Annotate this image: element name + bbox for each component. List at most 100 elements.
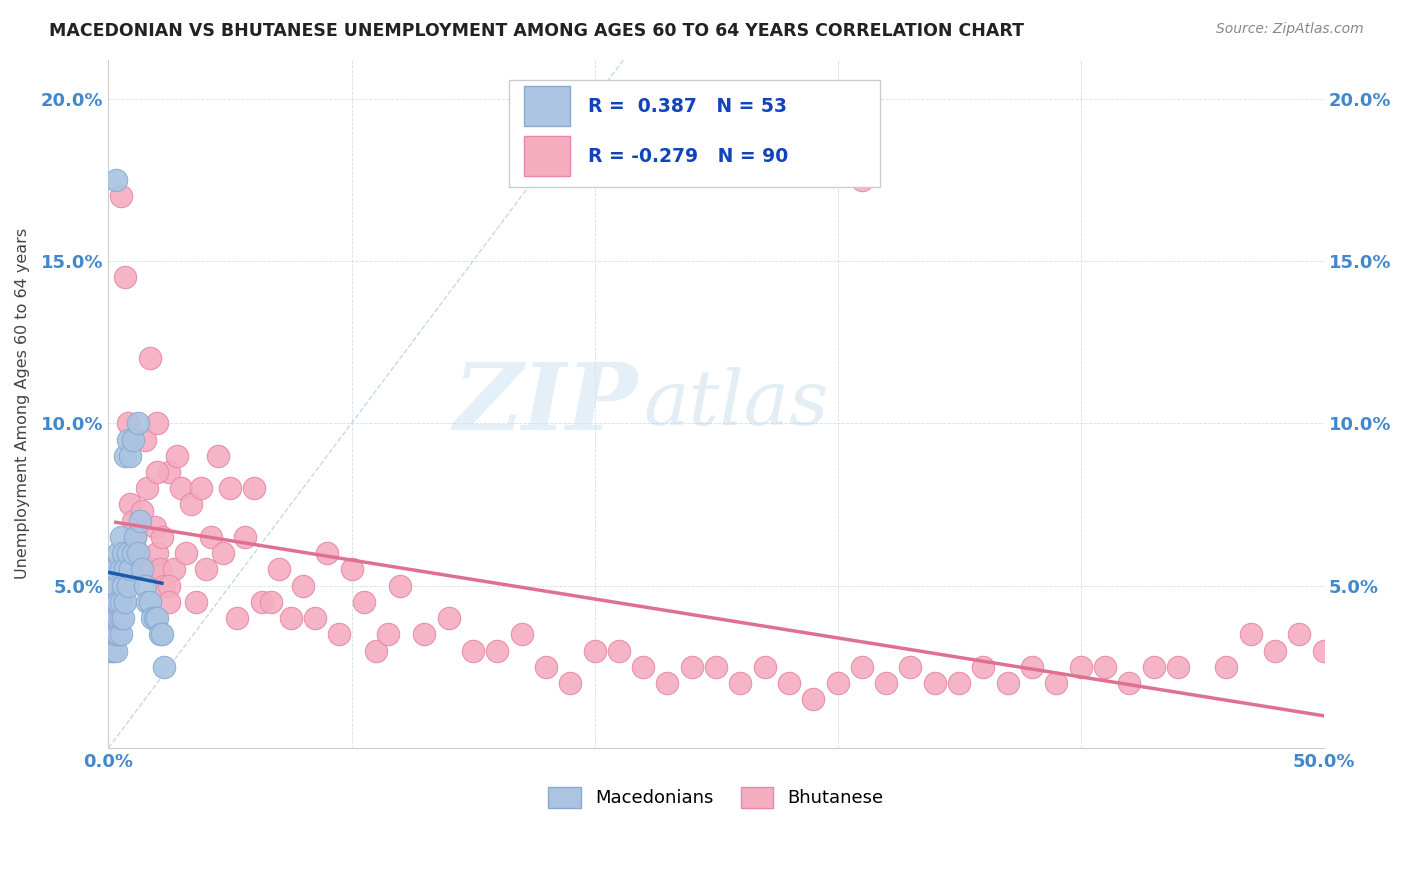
Y-axis label: Unemployment Among Ages 60 to 64 years: Unemployment Among Ages 60 to 64 years xyxy=(15,228,30,580)
Point xyxy=(112,611,135,625)
Point xyxy=(117,546,139,560)
Point xyxy=(104,562,127,576)
Point xyxy=(104,579,127,593)
Point xyxy=(924,676,946,690)
Point xyxy=(110,530,132,544)
Point xyxy=(437,611,460,625)
Point xyxy=(120,498,142,512)
Point xyxy=(100,611,122,625)
Point xyxy=(174,546,197,560)
Point xyxy=(148,562,170,576)
Point xyxy=(104,611,127,625)
Point xyxy=(207,449,229,463)
Point xyxy=(110,189,132,203)
Point xyxy=(107,611,129,625)
Point xyxy=(127,546,149,560)
Point xyxy=(1021,660,1043,674)
Point xyxy=(134,579,156,593)
Point xyxy=(114,270,136,285)
Text: ZIP: ZIP xyxy=(453,359,637,449)
Point xyxy=(120,562,142,576)
Text: R = -0.279   N = 90: R = -0.279 N = 90 xyxy=(589,147,789,166)
Point xyxy=(129,552,152,566)
Text: Source: ZipAtlas.com: Source: ZipAtlas.com xyxy=(1216,22,1364,37)
Point xyxy=(103,595,125,609)
Point xyxy=(851,660,873,674)
Point xyxy=(127,417,149,431)
Point xyxy=(900,660,922,674)
Point xyxy=(112,579,135,593)
Point xyxy=(328,627,350,641)
Point xyxy=(560,676,582,690)
Point xyxy=(353,595,375,609)
Point xyxy=(103,562,125,576)
Point xyxy=(131,562,153,576)
Point xyxy=(112,546,135,560)
Point xyxy=(200,530,222,544)
Point xyxy=(827,676,849,690)
Point xyxy=(233,530,256,544)
Point xyxy=(157,579,180,593)
Point xyxy=(413,627,436,641)
Point xyxy=(997,676,1019,690)
Point xyxy=(141,562,163,576)
Point xyxy=(1070,660,1092,674)
Point xyxy=(103,579,125,593)
Point xyxy=(1264,643,1286,657)
Point xyxy=(153,579,176,593)
Point xyxy=(754,660,776,674)
Point xyxy=(607,643,630,657)
Point xyxy=(184,595,207,609)
Point xyxy=(364,643,387,657)
Point xyxy=(121,433,143,447)
Point xyxy=(124,530,146,544)
Point xyxy=(104,595,127,609)
Point xyxy=(250,595,273,609)
Point xyxy=(170,481,193,495)
Point xyxy=(139,351,162,366)
Point xyxy=(134,433,156,447)
Point xyxy=(121,514,143,528)
Point xyxy=(851,173,873,187)
Text: atlas: atlas xyxy=(643,367,828,441)
Point xyxy=(141,611,163,625)
Point xyxy=(1240,627,1263,641)
Point xyxy=(143,520,166,534)
Point xyxy=(148,627,170,641)
Point xyxy=(280,611,302,625)
Point xyxy=(948,676,970,690)
Point xyxy=(304,611,326,625)
Point xyxy=(117,433,139,447)
Point xyxy=(150,627,173,641)
Legend: Macedonians, Bhutanese: Macedonians, Bhutanese xyxy=(541,780,891,814)
Point xyxy=(100,595,122,609)
Point xyxy=(340,562,363,576)
Point xyxy=(510,627,533,641)
Point xyxy=(1045,676,1067,690)
Point xyxy=(1215,660,1237,674)
Point xyxy=(461,643,484,657)
Point xyxy=(127,546,149,560)
Point xyxy=(150,530,173,544)
Point xyxy=(377,627,399,641)
Point xyxy=(657,676,679,690)
Point xyxy=(107,627,129,641)
Point xyxy=(146,611,169,625)
Point xyxy=(110,611,132,625)
Point xyxy=(136,595,159,609)
Point xyxy=(121,546,143,560)
Point xyxy=(107,595,129,609)
Point xyxy=(194,562,217,576)
Text: R =  0.387   N = 53: R = 0.387 N = 53 xyxy=(589,96,787,116)
Point xyxy=(117,417,139,431)
Point xyxy=(1312,643,1334,657)
Point xyxy=(120,449,142,463)
Point xyxy=(316,546,339,560)
Point xyxy=(146,546,169,560)
Point xyxy=(534,660,557,674)
Point xyxy=(124,530,146,544)
Point xyxy=(1167,660,1189,674)
Point xyxy=(104,627,127,641)
Point xyxy=(110,627,132,641)
Point xyxy=(166,449,188,463)
